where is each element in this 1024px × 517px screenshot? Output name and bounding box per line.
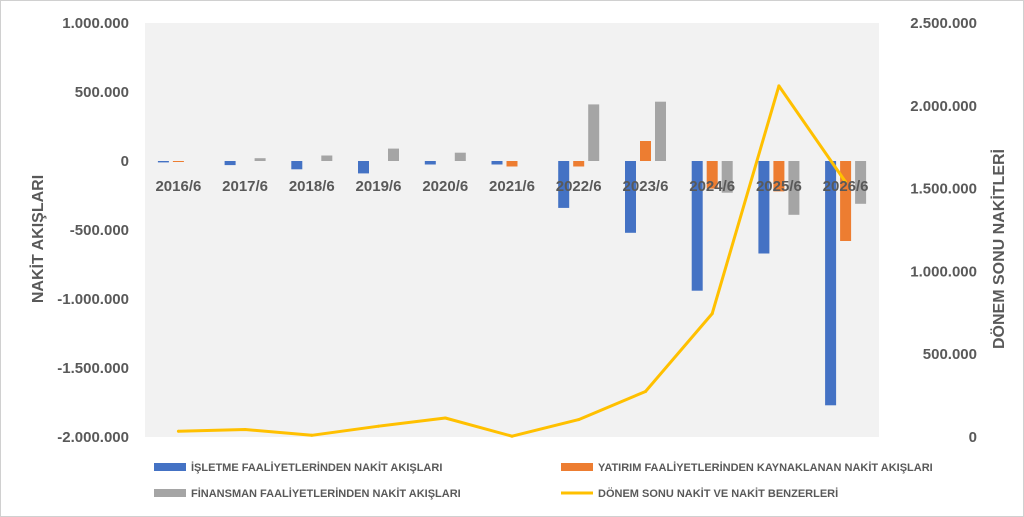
x-tick-2018-6: 2018/6 xyxy=(289,178,335,195)
x-tick-2023-6: 2023/6 xyxy=(623,178,669,195)
legend-label-investing: YATIRIM FAALİYETLERİNDEN KAYNAKLANAN NAK… xyxy=(598,461,933,474)
bar-financing-2026-6 xyxy=(855,161,867,204)
bar-investing-2026-6 xyxy=(840,161,852,241)
legend-swatch-financing xyxy=(154,489,186,497)
x-tick-2024-6: 2024/6 xyxy=(689,178,735,195)
x-axis-ticks: 2016/6 2017/6 2018/6 2019/6 2020/6 2021/6 2022… xyxy=(155,178,868,195)
bar-investing-2016-6 xyxy=(172,161,184,162)
bar-operating-2016-6 xyxy=(157,161,169,163)
y-right-tick-2-000-000: 2.000.000 xyxy=(910,98,977,115)
x-tick-2016-6: 2016/6 xyxy=(155,178,201,195)
legend-swatch-investing xyxy=(561,463,593,471)
bar-financing-2019-6 xyxy=(388,148,399,161)
bar-investing-2021-6 xyxy=(506,161,518,167)
point-cash-2022-6 xyxy=(577,418,581,422)
legend-item-operating: İŞLETME FAALİYETLERİNDEN NAKİT AKIŞLARI xyxy=(154,461,442,474)
point-cash-2021-6 xyxy=(510,434,514,438)
point-cash-2026-6 xyxy=(844,180,848,184)
x-tick-2020-6: 2020/6 xyxy=(422,178,468,195)
y-left-tick-0: 0 xyxy=(121,153,129,170)
y-left-tick--2-000-000: -2.000.000 xyxy=(57,429,129,446)
bar-operating-2021-6 xyxy=(491,161,503,165)
bar-operating-2024-6 xyxy=(691,161,703,291)
bar-operating-2017-6 xyxy=(224,161,236,166)
bars-layer xyxy=(157,101,867,406)
y-axis-left-ticks: -2.000.000 -1.500.000 -1.000.000 -500.000 0 5… xyxy=(57,15,129,446)
bar-operating-2022-6 xyxy=(558,161,570,208)
legend-swatch-operating xyxy=(154,463,186,471)
point-cash-2016-6 xyxy=(176,429,180,433)
legend-label-cash: DÖNEM SONU NAKİT VE NAKİT BENZERLERİ xyxy=(598,487,838,500)
legend-label-financing: FİNANSMAN FAALİYETLERİNDEN NAKİT AKIŞLAR… xyxy=(191,487,461,500)
bar-operating-2025-6 xyxy=(758,161,770,254)
bar-financing-2022-6 xyxy=(588,104,600,161)
x-tick-2017-6: 2017/6 xyxy=(222,178,268,195)
point-cash-2017-6 xyxy=(243,428,247,431)
bar-financing-2023-6 xyxy=(655,101,666,161)
y-axis-left-title: NAKİT AKIŞLARI xyxy=(29,175,47,303)
bar-operating-2023-6 xyxy=(625,161,636,233)
bar-investing-2024-6 xyxy=(706,161,718,189)
legend-item-cash: DÖNEM SONU NAKİT VE NAKİT BENZERLERİ xyxy=(561,487,838,500)
bar-financing-2024-6 xyxy=(721,161,733,193)
legend-label-operating: İŞLETME FAALİYETLERİNDEN NAKİT AKIŞLARI xyxy=(191,461,442,474)
y-left-tick-500-000: 500.000 xyxy=(75,84,129,101)
bar-operating-2026-6 xyxy=(825,161,837,406)
x-tick-2019-6: 2019/6 xyxy=(356,178,402,195)
y-left-tick--1-500-000: -1.500.000 xyxy=(57,360,129,377)
bar-financing-2020-6 xyxy=(454,152,466,161)
point-cash-2025-6 xyxy=(777,84,781,88)
x-tick-2025-6: 2025/6 xyxy=(756,178,802,195)
y-left-tick-1-000-000: 1.000.000 xyxy=(62,15,129,32)
y-left-tick--500-000: -500.000 xyxy=(70,222,129,239)
point-cash-2024-6 xyxy=(710,312,714,316)
plot-area xyxy=(145,23,879,437)
legend: İŞLETME FAALİYETLERİNDEN NAKİT AKIŞLARI … xyxy=(154,461,933,500)
bar-financing-2025-6 xyxy=(788,161,800,215)
y-left-tick--1-000-000: -1.000.000 xyxy=(57,291,129,308)
point-cash-2018-6 xyxy=(310,433,314,437)
y-right-tick-2-500-000: 2.500.000 xyxy=(910,15,977,32)
line-layer xyxy=(176,84,848,438)
x-tick-2026-6: 2026/6 xyxy=(823,178,869,195)
y-axis-right-title: DÖNEM SONU NAKİTLERİ xyxy=(989,149,1008,349)
x-tick-2021-6: 2021/6 xyxy=(489,178,535,195)
bar-operating-2019-6 xyxy=(358,161,369,174)
bar-operating-2020-6 xyxy=(424,161,436,165)
y-right-tick-1-500-000: 1.500.000 xyxy=(910,181,977,198)
legend-item-investing: YATIRIM FAALİYETLERİNDEN KAYNAKLANAN NAK… xyxy=(561,461,933,474)
y-right-tick-500-000: 500.000 xyxy=(923,346,977,363)
bar-financing-2018-6 xyxy=(321,155,333,161)
bar-investing-2022-6 xyxy=(573,161,585,167)
point-cash-2020-6 xyxy=(443,416,447,420)
x-tick-2022-6: 2022/6 xyxy=(556,178,602,195)
point-cash-2019-6 xyxy=(377,424,380,428)
legend-item-financing: FİNANSMAN FAALİYETLERİNDEN NAKİT AKIŞLAR… xyxy=(154,487,461,500)
bar-financing-2017-6 xyxy=(254,158,266,161)
bar-investing-2023-6 xyxy=(640,141,651,161)
y-axis-right-ticks: 0 500.000 1.000.000 1.500.000 2.000.000 2.500… xyxy=(910,15,977,446)
bar-investing-2025-6 xyxy=(773,161,785,192)
bar-operating-2018-6 xyxy=(291,161,303,170)
y-right-tick-1-000-000: 1.000.000 xyxy=(910,263,977,280)
y-right-tick-0: 0 xyxy=(969,429,977,446)
point-cash-2023-6 xyxy=(644,390,647,393)
